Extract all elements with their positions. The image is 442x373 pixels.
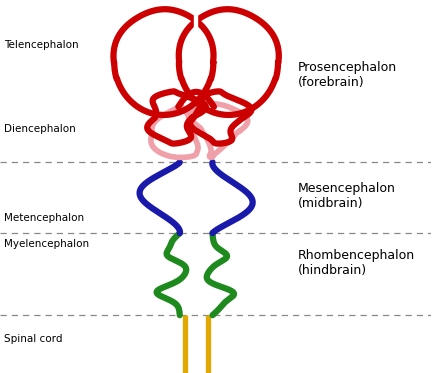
Text: Telencephalon: Telencephalon [4,40,79,50]
Text: Metencephalon: Metencephalon [4,213,84,223]
Text: Prosencephalon
(forebrain): Prosencephalon (forebrain) [297,60,396,89]
Text: Mesencephalon
(midbrain): Mesencephalon (midbrain) [297,182,395,210]
Text: Myelencephalon: Myelencephalon [4,239,89,249]
Text: Spinal cord: Spinal cord [4,335,63,344]
Text: Diencephalon: Diencephalon [4,124,76,134]
Text: Rhombencephalon
(hindbrain): Rhombencephalon (hindbrain) [297,249,415,277]
